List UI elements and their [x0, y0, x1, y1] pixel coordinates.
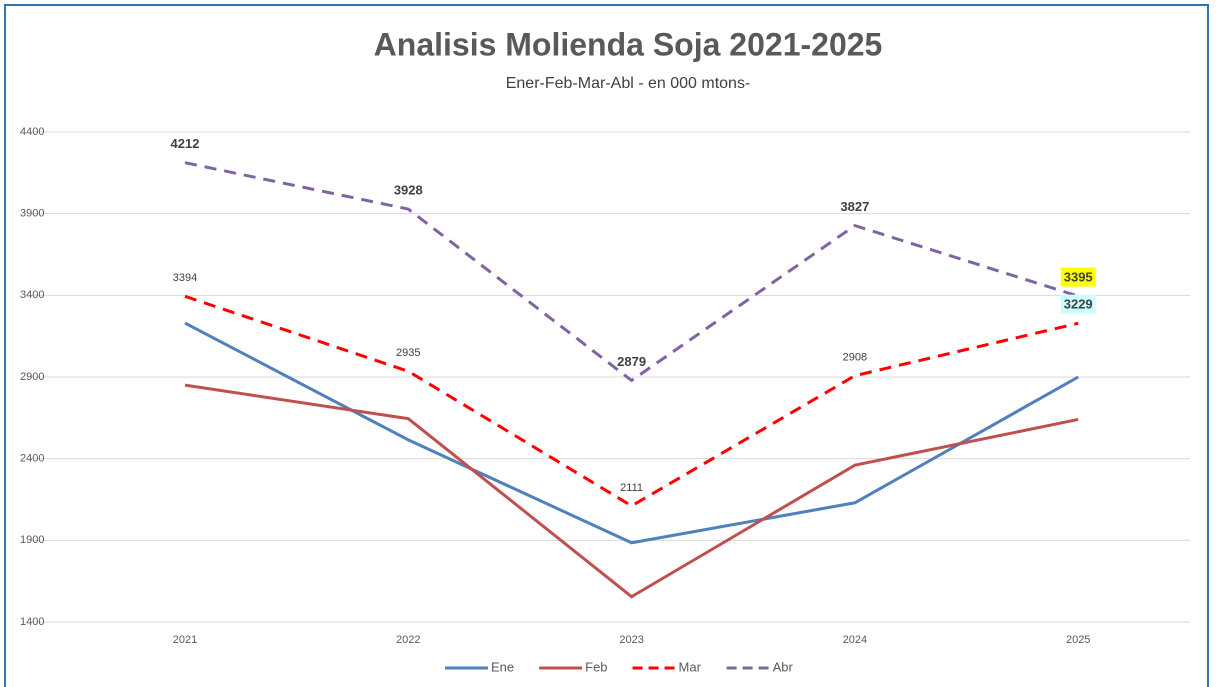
data-label: 3395 — [1064, 270, 1093, 285]
series-line — [184, 383, 1079, 599]
chart-frame — [4, 4, 1209, 687]
series-line — [184, 161, 1079, 383]
data-label: 3928 — [394, 183, 423, 198]
data-label: 2908 — [843, 352, 867, 364]
legend-label: Mar — [679, 659, 702, 674]
x-tick-label: 2024 — [843, 634, 867, 646]
x-tick-label: 2025 — [1066, 634, 1090, 646]
y-tick-label: 4400 — [20, 126, 44, 138]
data-label: 3827 — [840, 199, 869, 214]
y-tick-label: 2900 — [20, 371, 44, 383]
label-highlight — [1060, 267, 1096, 287]
series-line — [184, 321, 1079, 545]
label-highlight — [1060, 294, 1096, 314]
legend-label: Feb — [585, 659, 607, 674]
chart-title: Analisis Molienda Soja 2021-2025 — [374, 26, 883, 62]
data-label: 3229 — [1064, 297, 1093, 312]
y-tick-label: 1400 — [20, 616, 44, 628]
x-tick-label: 2022 — [396, 634, 420, 646]
data-label: 2879 — [617, 354, 646, 369]
data-label: 4212 — [171, 136, 200, 151]
y-tick-label: 1900 — [20, 534, 44, 546]
data-label: 2111 — [620, 482, 643, 494]
data-label: 2935 — [396, 347, 420, 359]
legend-label: Ene — [491, 659, 514, 674]
data-label: 3394 — [173, 272, 197, 284]
legend-label: Abr — [773, 659, 794, 674]
x-tick-label: 2023 — [619, 634, 643, 646]
y-tick-label: 3400 — [20, 289, 44, 301]
series-line — [184, 294, 1079, 508]
chart-subtitle: Ener-Feb-Mar-Abl - en 000 mtons- — [506, 75, 751, 92]
y-tick-label: 2400 — [20, 453, 44, 465]
x-tick-label: 2021 — [173, 634, 197, 646]
y-tick-label: 3900 — [20, 208, 44, 220]
